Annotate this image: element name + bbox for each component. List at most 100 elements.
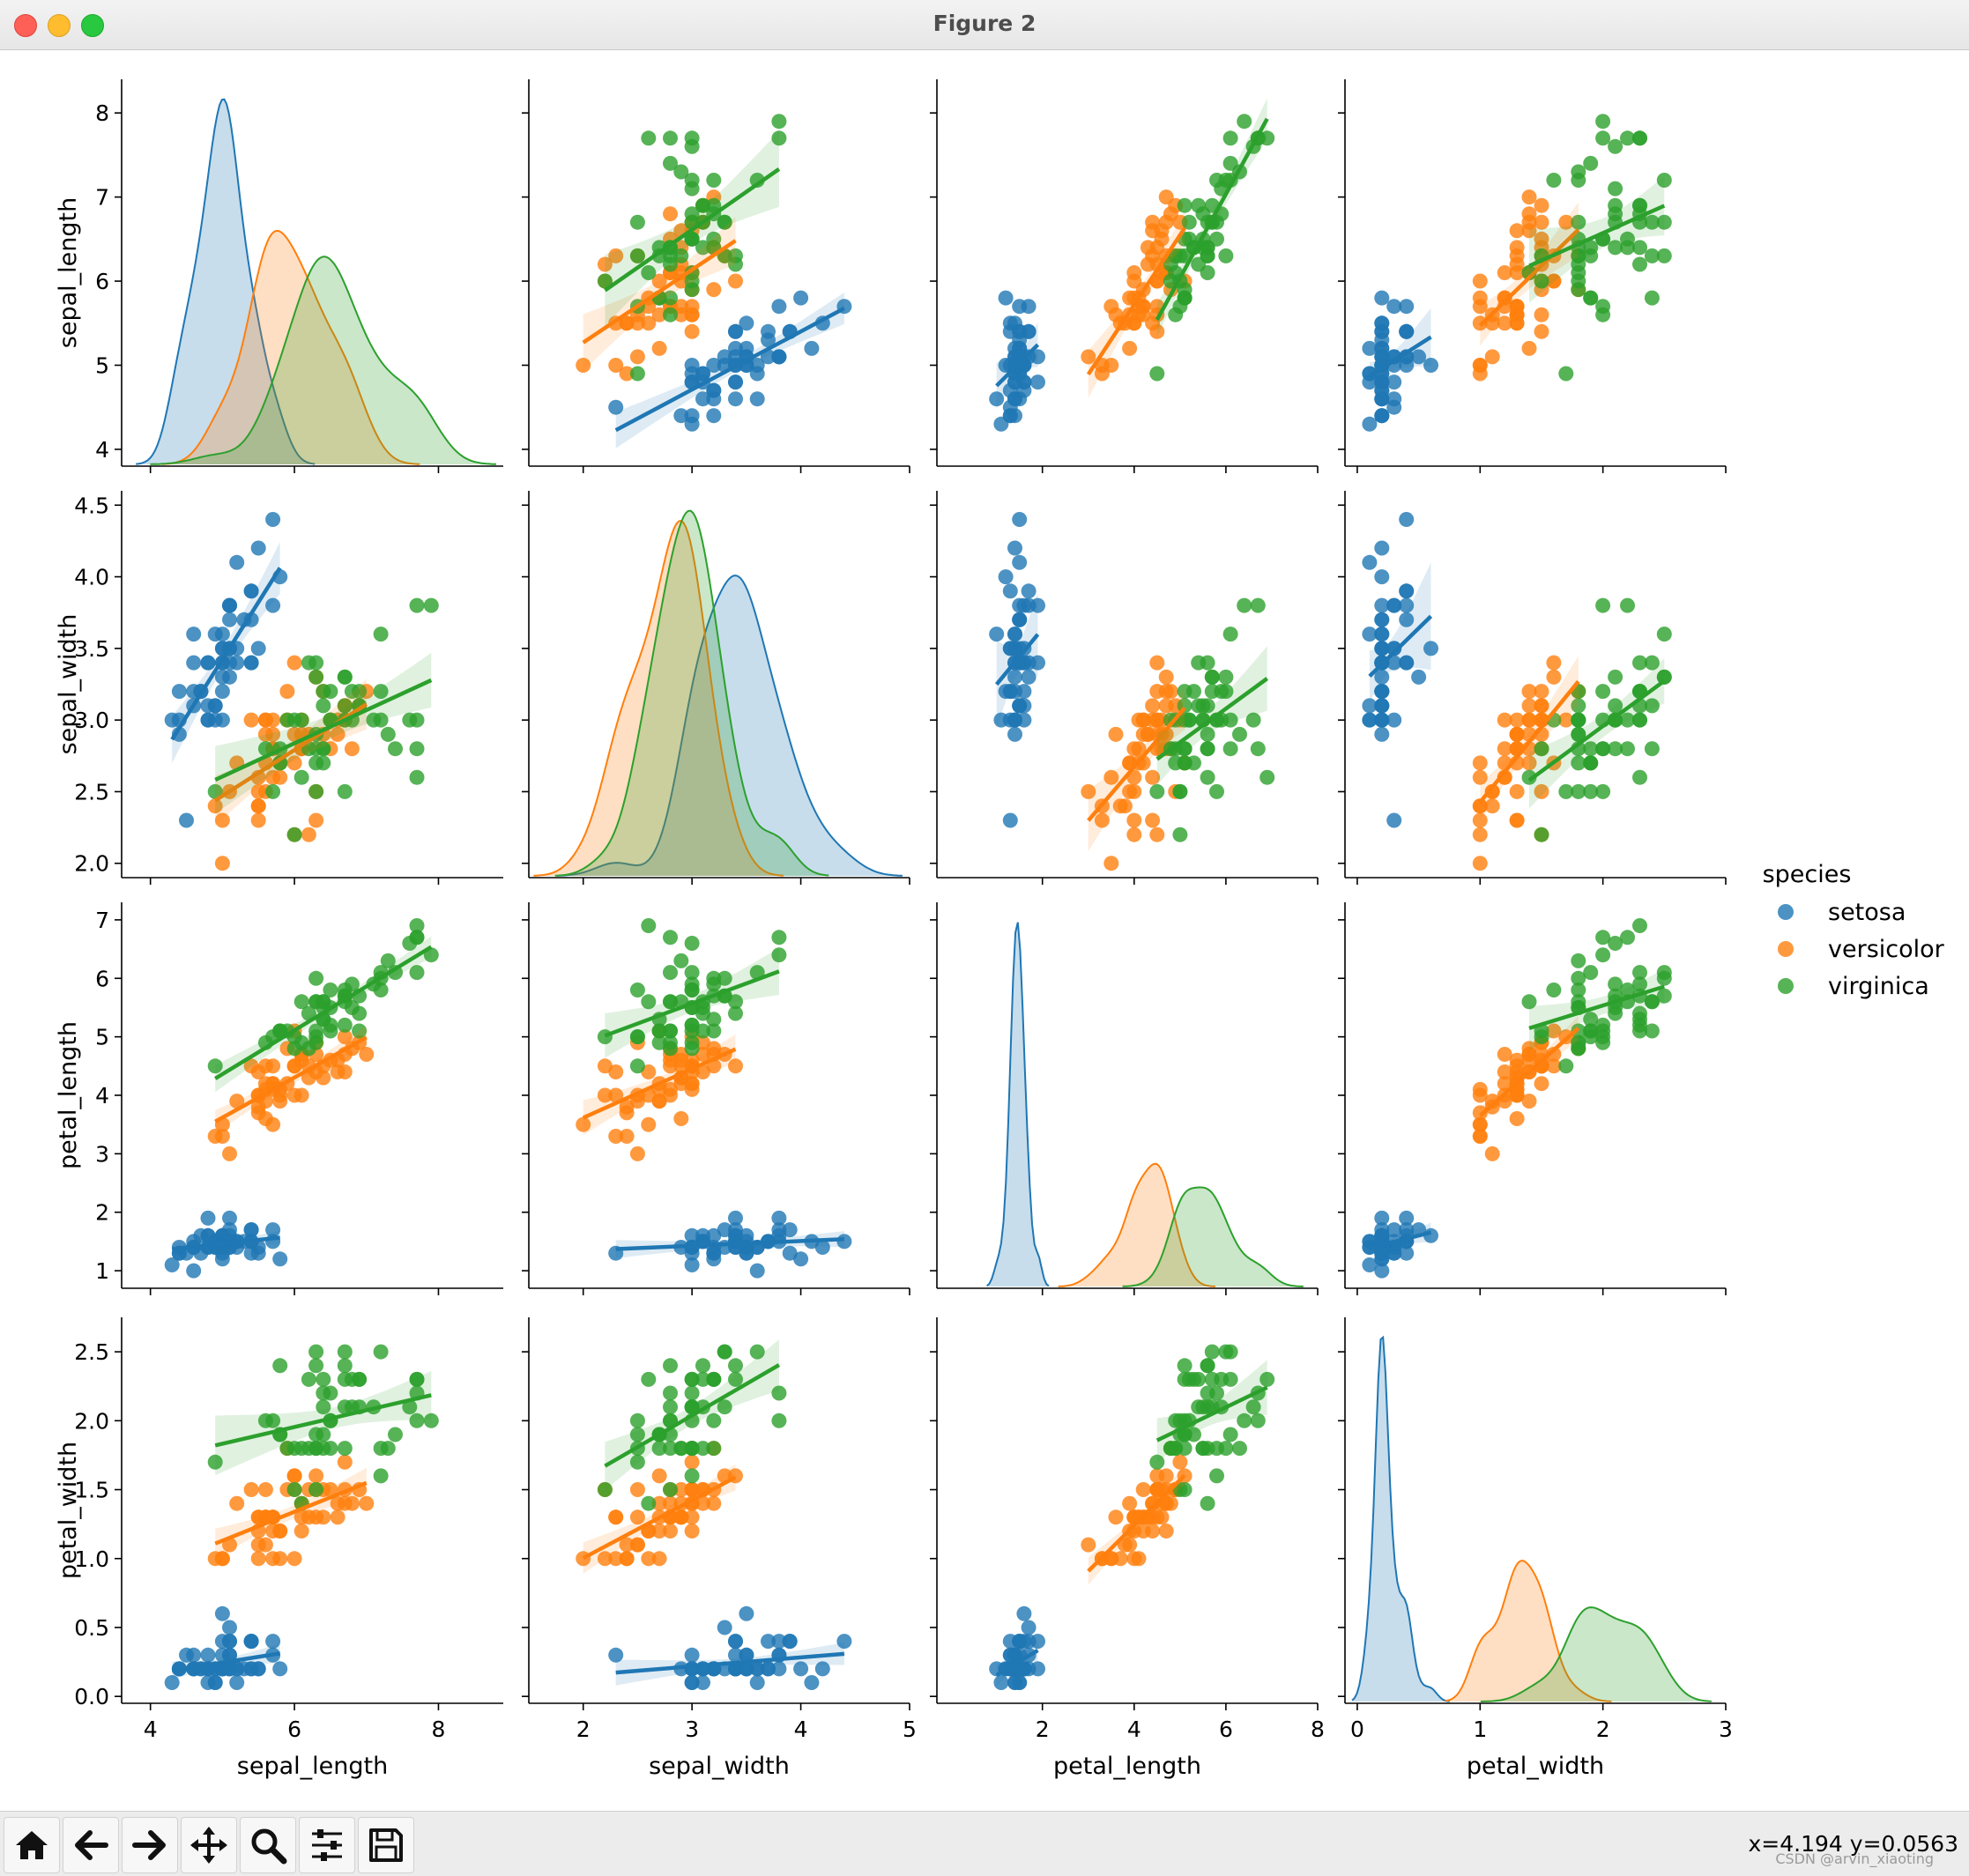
point-virginica [629, 1413, 645, 1428]
point-versicolor [1509, 712, 1525, 728]
point-setosa [793, 1661, 809, 1677]
point-virginica [1583, 783, 1599, 799]
point-virginica [409, 918, 425, 933]
point-versicolor [1103, 769, 1119, 785]
regression-line-versicolor [582, 239, 737, 345]
point-versicolor [651, 1551, 667, 1567]
point-virginica [1200, 1385, 1215, 1401]
x-tick-label: 4 [144, 1717, 158, 1742]
zoom-button[interactable] [240, 1817, 296, 1873]
point-virginica [1222, 155, 1238, 171]
legend-label-virginica: virginica [1828, 973, 1929, 1000]
point-setosa [1374, 684, 1390, 700]
x-tick-label: 5 [903, 1717, 917, 1742]
point-setosa [728, 323, 743, 339]
x-tick-label: 2 [576, 1717, 591, 1742]
point-virginica [316, 1385, 331, 1401]
point-versicolor [1521, 1094, 1537, 1109]
point-setosa [207, 627, 223, 642]
y-tick-label: 6 [95, 966, 109, 991]
point-setosa [1030, 374, 1045, 390]
point-setosa [608, 399, 624, 415]
point-setosa [1007, 540, 1022, 556]
point-versicolor [684, 299, 700, 315]
point-virginica [1632, 1017, 1647, 1033]
close-window-button[interactable] [14, 14, 37, 37]
point-virginica [651, 1441, 667, 1457]
point-virginica [1200, 698, 1215, 714]
point-virginica [1218, 669, 1234, 685]
point-virginica [1608, 138, 1623, 154]
point-versicolor [651, 1524, 667, 1539]
point-virginica [352, 1005, 368, 1021]
point-virginica [308, 1482, 324, 1497]
point-setosa [207, 1675, 223, 1690]
zoom-window-button[interactable] [81, 14, 104, 37]
forward-button[interactable] [122, 1817, 178, 1873]
point-setosa [761, 332, 776, 348]
point-virginica [301, 655, 316, 671]
point-setosa [684, 1257, 700, 1272]
point-versicolor [330, 726, 346, 742]
regression-line-virginica [604, 1363, 781, 1468]
kde-line-virginica-sepal_width [554, 509, 829, 877]
point-virginica [1245, 1399, 1261, 1415]
home-button[interactable] [4, 1817, 60, 1873]
point-virginica [1250, 741, 1266, 757]
point-virginica [771, 1413, 787, 1428]
point-setosa [243, 1634, 259, 1650]
save-button[interactable] [358, 1817, 414, 1873]
point-virginica [1191, 655, 1207, 671]
point-setosa [1362, 554, 1378, 570]
point-versicolor [1135, 1524, 1151, 1539]
x-tick-label: 2 [1036, 1717, 1050, 1742]
point-virginica [1149, 783, 1165, 799]
point-setosa [1007, 1675, 1022, 1690]
point-virginica [684, 1041, 700, 1057]
pairplot-chart[interactable]: 4 5 6 7 8 2.0 2.5 3.0 3.5 4.0 4.5 1 2 3 4 5 6 7 0.0 0.5 1.0 1… [0, 50, 1969, 1811]
point-virginica [380, 726, 396, 742]
point-setosa [1002, 408, 1018, 424]
point-virginica [1583, 965, 1599, 981]
point-setosa [265, 1222, 281, 1238]
minimize-window-button[interactable] [48, 14, 71, 37]
point-virginica [409, 741, 425, 757]
point-virginica [684, 1385, 700, 1401]
point-setosa [1030, 1634, 1045, 1650]
point-virginica [684, 1023, 700, 1039]
point-versicolor [330, 1495, 346, 1511]
point-versicolor [1108, 1509, 1124, 1525]
regression-line-versicolor [1478, 1027, 1580, 1117]
point-versicolor [629, 1537, 645, 1553]
x-axis-label: petal_width [1467, 1753, 1604, 1780]
point-setosa [1002, 641, 1018, 656]
point-setosa [1386, 597, 1402, 613]
move-icon [190, 1827, 227, 1864]
panel-petal_length-vs-sepal_length: 1 2 3 4 5 6 7 [95, 902, 503, 1295]
point-virginica [1644, 1023, 1660, 1039]
x-tick-label: 8 [1311, 1717, 1325, 1742]
point-virginica [373, 982, 389, 997]
point-versicolor [1521, 223, 1537, 239]
pan-button[interactable] [181, 1817, 237, 1873]
point-virginica [1222, 712, 1238, 728]
point-virginica [293, 769, 309, 785]
figure-canvas[interactable]: 4 5 6 7 8 2.0 2.5 3.0 3.5 4.0 4.5 1 2 3 4 5 6 7 0.0 0.5 1.0 1… [0, 50, 1969, 1811]
point-virginica [663, 994, 678, 1010]
point-setosa [1374, 1263, 1390, 1279]
point-versicolor [1149, 827, 1165, 842]
point-virginica [1608, 936, 1623, 951]
point-versicolor [728, 273, 743, 289]
point-virginica [316, 1441, 331, 1457]
point-virginica [1583, 1029, 1599, 1045]
point-versicolor [1509, 783, 1525, 799]
point-versicolor [214, 856, 230, 871]
point-virginica [409, 712, 425, 728]
back-button[interactable] [63, 1817, 119, 1873]
y-tick-label: 7 [95, 908, 109, 933]
ci-band-setosa [1369, 562, 1431, 702]
configure-subplots-button[interactable] [299, 1817, 355, 1873]
point-versicolor [1484, 1146, 1500, 1161]
point-virginica [1534, 827, 1549, 842]
point-virginica [1632, 256, 1647, 272]
